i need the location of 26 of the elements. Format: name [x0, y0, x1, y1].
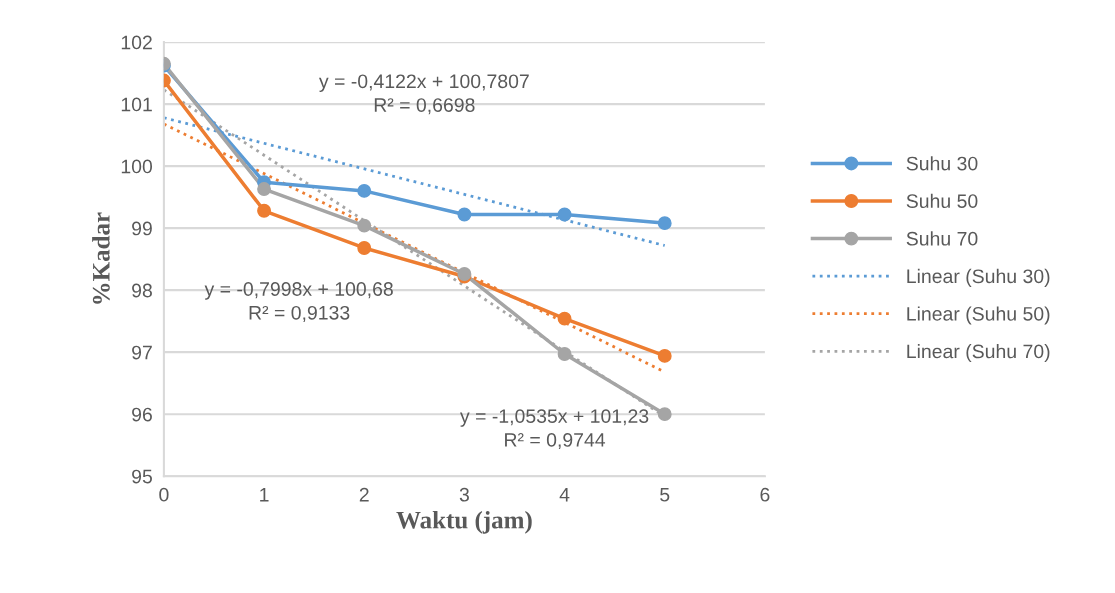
- x-tick-label: 5: [660, 488, 670, 502]
- x-tick-label: 2: [359, 487, 369, 502]
- y-axis-title: %Kadar: [92, 212, 110, 304]
- x-tick-label: 3: [459, 487, 469, 502]
- legend-label: Linear (Suhu 70): [907, 344, 1050, 363]
- x-axis-title: Waktu (jam): [396, 510, 532, 534]
- y-tick-label: 98: [132, 283, 152, 298]
- legend-label: Linear (Suhu 30): [907, 268, 1050, 287]
- annotation: y = -0,7998x + 100,68 R² = 0,9133: [204, 282, 393, 322]
- y-tick-label: 97: [132, 345, 152, 360]
- x-tick-label: 0: [159, 487, 169, 502]
- legend-label: Suhu 30: [906, 156, 978, 171]
- y-tick-label: 95: [132, 469, 152, 484]
- y-tick-label: 99: [132, 221, 152, 236]
- x-tick-label: 6: [760, 487, 770, 502]
- y-tick-label: 101: [121, 97, 152, 112]
- x-tick-label: 4: [559, 488, 570, 502]
- legend-label: Suhu 50: [906, 193, 978, 209]
- y-tick-label: 96: [132, 407, 152, 422]
- annotation: y = -1,0535x + 101,23 R² = 0,9744: [460, 409, 649, 450]
- annotation: y = -0,4122x + 100,7807 R² = 0,6698: [318, 74, 529, 115]
- y-tick-label: 100: [121, 159, 153, 174]
- x-tick-label: 1: [260, 488, 269, 502]
- y-tick-label: 102: [121, 35, 152, 50]
- legend-label: Linear (Suhu 50): [907, 306, 1050, 325]
- legend-label: Suhu 70: [906, 231, 978, 246]
